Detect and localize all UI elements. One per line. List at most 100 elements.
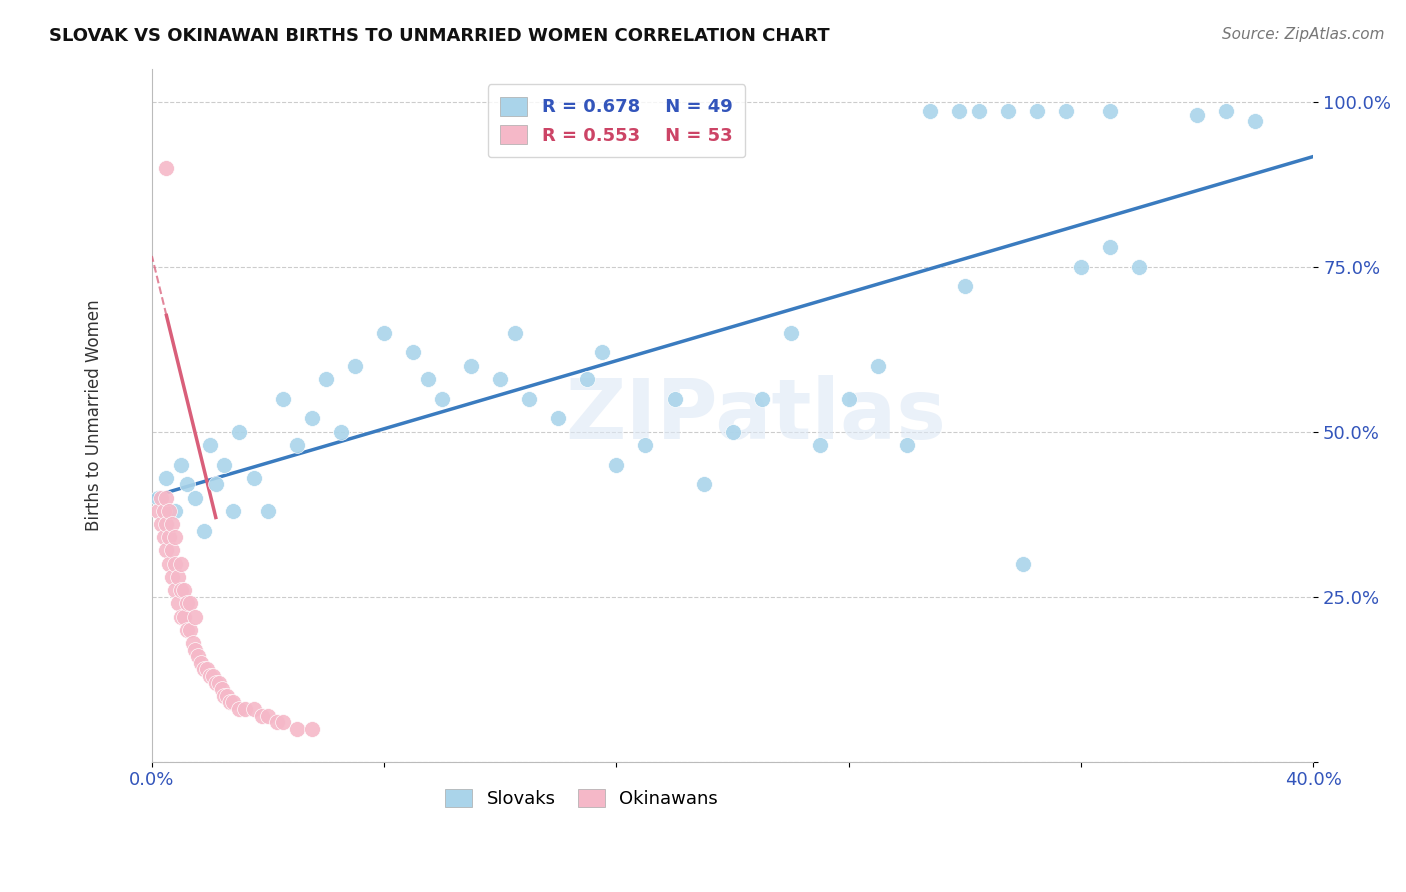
Point (176, 623, 198, 637)
Point (187, 649, 209, 664)
Point (285, 722, 308, 736)
Point (170, 458, 193, 472)
Point (1099, 240, 1122, 254)
Point (1128, 260, 1150, 274)
Point (165, 583, 187, 598)
Point (157, 557, 180, 571)
Point (176, 477, 198, 491)
Point (266, 715, 288, 730)
Point (157, 504, 180, 518)
Point (165, 530, 187, 544)
Point (252, 708, 274, 723)
Point (146, 491, 169, 505)
Point (170, 609, 193, 624)
Point (1215, 104, 1237, 119)
Point (503, 326, 526, 340)
Point (146, 504, 169, 518)
Point (155, 491, 177, 505)
Point (214, 458, 236, 472)
Point (402, 345, 425, 359)
Point (634, 438, 657, 452)
Point (170, 583, 193, 598)
Point (167, 570, 190, 584)
Point (301, 722, 323, 736)
Point (204, 675, 226, 690)
Point (195, 662, 218, 676)
Point (149, 491, 172, 505)
Point (149, 517, 172, 532)
Point (489, 372, 512, 386)
Point (157, 530, 180, 544)
Point (233, 702, 256, 716)
Point (228, 425, 250, 439)
Point (779, 326, 801, 340)
Point (198, 669, 221, 683)
Point (997, 104, 1019, 119)
Point (173, 583, 195, 598)
Point (219, 695, 242, 709)
Point (1185, 108, 1208, 122)
Point (173, 609, 195, 624)
Y-axis label: Births to Unmarried Women: Births to Unmarried Women (86, 300, 103, 531)
Point (721, 425, 744, 439)
Point (208, 675, 231, 690)
Point (155, 517, 177, 532)
Point (193, 524, 215, 538)
Point (271, 392, 294, 406)
Point (222, 695, 245, 709)
Point (152, 530, 174, 544)
Text: Source: ZipAtlas.com: Source: ZipAtlas.com (1222, 27, 1385, 42)
Point (181, 636, 204, 650)
Point (228, 702, 250, 716)
Point (179, 596, 201, 610)
Point (242, 702, 264, 716)
Point (969, 104, 991, 119)
Point (460, 359, 482, 373)
Point (517, 392, 540, 406)
Point (165, 557, 187, 571)
Point (866, 359, 889, 373)
Point (222, 504, 245, 518)
Point (301, 411, 323, 425)
Point (285, 438, 308, 452)
Point (605, 458, 627, 472)
Point (1012, 557, 1035, 571)
Point (1099, 104, 1122, 119)
Point (201, 669, 224, 683)
Text: ZIPatlas: ZIPatlas (565, 375, 946, 456)
Point (257, 504, 280, 518)
Point (591, 345, 613, 359)
Point (242, 471, 264, 485)
Point (838, 392, 860, 406)
Point (373, 326, 395, 340)
Point (162, 543, 184, 558)
Point (432, 392, 454, 406)
Point (1026, 104, 1049, 119)
Point (198, 438, 221, 452)
Point (547, 411, 569, 425)
Text: SLOVAK VS OKINAWAN BIRTHS TO UNMARRIED WOMEN CORRELATION CHART: SLOVAK VS OKINAWAN BIRTHS TO UNMARRIED W… (49, 27, 830, 45)
Point (271, 715, 294, 730)
Point (416, 372, 439, 386)
Point (808, 438, 831, 452)
Point (217, 689, 239, 703)
Point (692, 477, 714, 491)
Point (155, 471, 177, 485)
Point (1070, 260, 1092, 274)
Point (896, 438, 918, 452)
Point (751, 392, 773, 406)
Point (176, 596, 198, 610)
Point (576, 372, 599, 386)
Point (152, 504, 174, 518)
Point (155, 543, 177, 558)
Point (170, 557, 193, 571)
Point (165, 504, 187, 518)
Point (167, 596, 190, 610)
Point (953, 279, 976, 293)
Point (211, 682, 233, 697)
Point (155, 161, 177, 175)
Point (184, 642, 207, 657)
Point (664, 392, 686, 406)
Point (162, 570, 184, 584)
Point (190, 656, 212, 670)
